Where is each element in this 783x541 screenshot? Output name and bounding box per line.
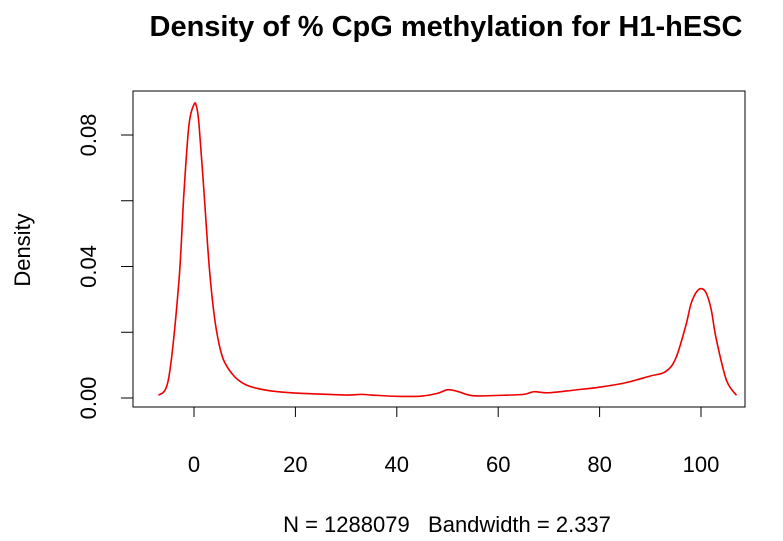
y-tick-label: 0.08	[76, 114, 101, 157]
y-tick-label: 0.04	[76, 245, 101, 288]
chart-title: Density of % CpG methylation for H1-hESC	[150, 11, 743, 43]
x-tick-label: 80	[587, 452, 611, 477]
density-line	[157, 102, 738, 398]
x-tick-label: 60	[486, 452, 510, 477]
y-axis: 0.00 0.04 0.08	[76, 114, 134, 420]
x-tick-label: 0	[188, 452, 200, 477]
y-axis-label: Density	[10, 213, 35, 286]
y-tick-label: 0.00	[76, 377, 101, 420]
x-axis-label: N = 1288079 Bandwidth = 2.337	[283, 512, 611, 537]
plot-frame	[132, 90, 746, 408]
x-tick-label: 100	[683, 452, 720, 477]
x-tick-label: 40	[385, 452, 409, 477]
x-axis: 0 20 40 60 80 100	[188, 406, 720, 477]
x-tick-label: 20	[283, 452, 307, 477]
